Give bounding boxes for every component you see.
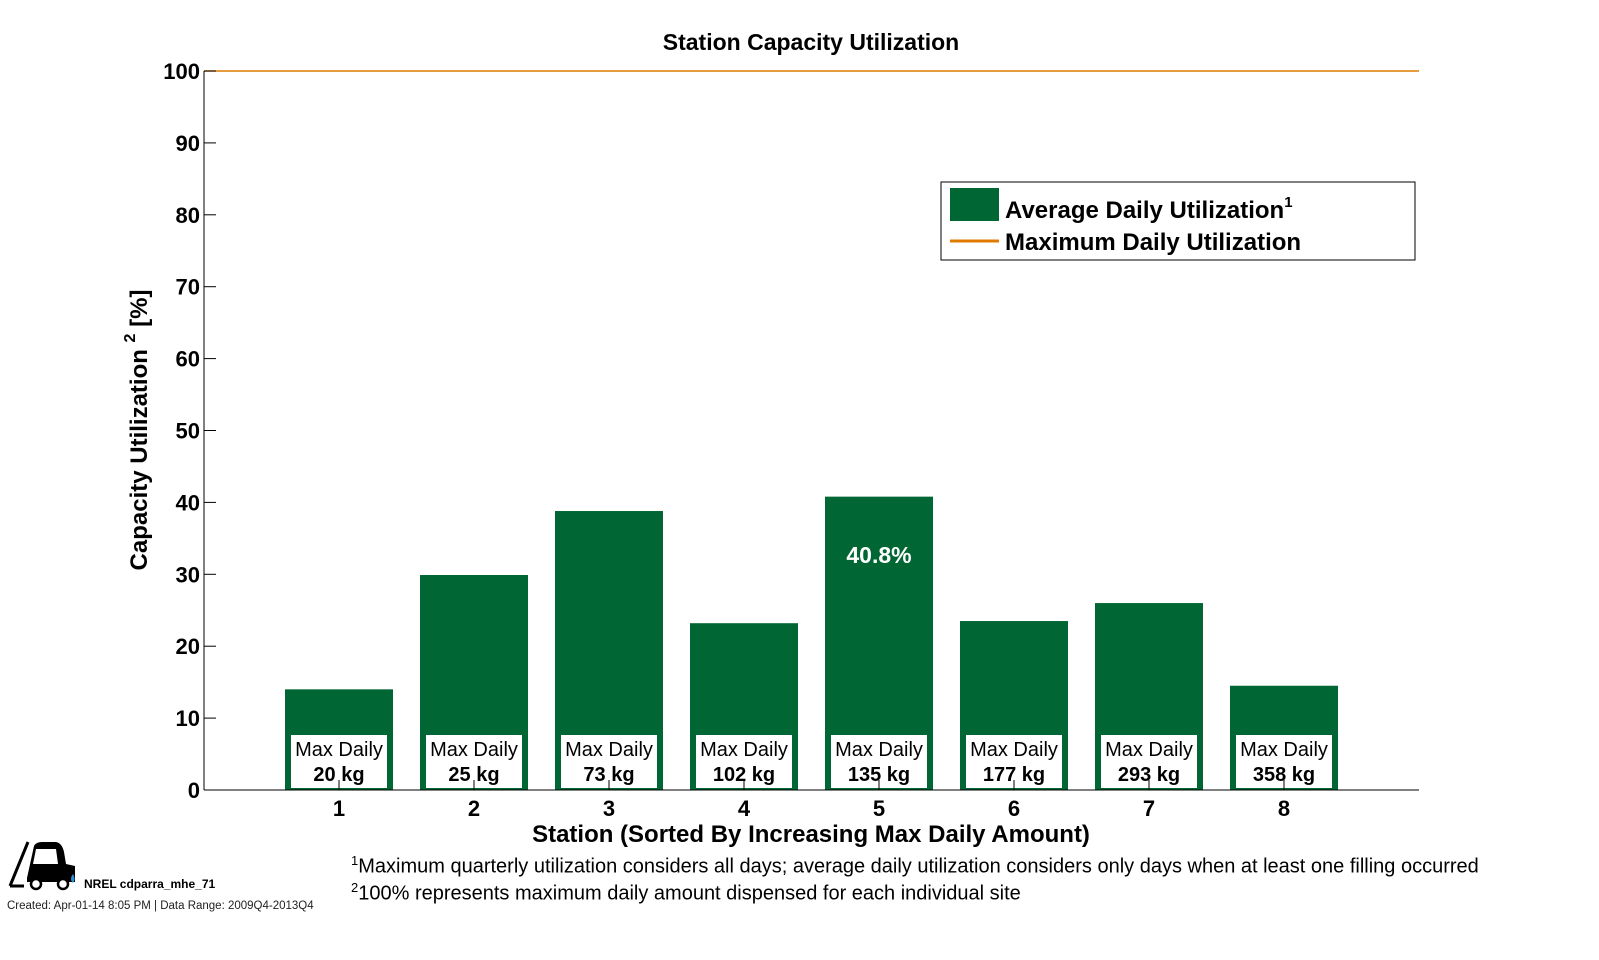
y-axis-label: Capacity Utilization 2 [%] [114,290,153,571]
x-tick-label: 5 [873,796,885,821]
bar-label-box [1236,735,1332,788]
created-info: Created: Apr-01-14 8:05 PM | Data Range:… [7,900,314,912]
bar-label-box [561,735,657,788]
bar-label-line1: Max Daily [700,739,788,761]
legend: Average Daily Utilization1 Maximum Daily… [940,181,1416,261]
x-tick-label: 1 [333,796,345,821]
bar-label-line1: Max Daily [1240,739,1328,761]
bar-label-line2: 358 kg [1253,764,1315,786]
bar-label-box [831,735,927,788]
bar-label-line1: Max Daily [835,739,923,761]
legend-entry-average: Average Daily Utilization1 [1005,194,1293,224]
y-tick-label: 70 [176,275,200,300]
legend-swatch-bar [950,188,999,221]
x-tick-label: 6 [1008,796,1020,821]
bar-label-box [696,735,792,788]
legend-entry-maximum: Maximum Daily Utilization [1005,229,1301,256]
chart-title: Station Capacity Utilization [663,29,959,55]
y-tick-label: 50 [176,419,200,444]
y-tick-label: 30 [176,562,200,587]
x-tick-label: 7 [1143,796,1155,821]
x-tick-label: 4 [738,796,751,821]
y-tick-label: 100 [163,59,200,84]
bar-label-line2: 102 kg [713,764,775,786]
y-tick-label: 10 [176,706,200,731]
forklift-icon [8,841,75,891]
y-tick-label: 0 [188,778,200,803]
bar-label-line1: Max Daily [565,739,653,761]
x-tick-label: 2 [468,796,480,821]
bar-label-line2: 73 kg [583,764,634,786]
bar-label-box [1101,735,1197,788]
bar-label-box [426,735,522,788]
y-tick-label: 20 [176,634,200,659]
y-tick-label: 60 [176,347,200,372]
y-tick-label: 40 [176,490,200,515]
footnote-2: 2100% represents maximum daily amount di… [351,880,1021,905]
y-tick-label: 90 [176,131,200,156]
footnote-1: 1Maximum quarterly utilization considers… [351,853,1479,878]
x-tick-label: 8 [1278,796,1290,821]
bar-label-line2: 177 kg [983,764,1045,786]
bar-label-line2: 25 kg [448,764,499,786]
y-tick-label: 80 [176,203,200,228]
bar-label-line2: 293 kg [1118,764,1180,786]
x-axis-label: Station (Sorted By Increasing Max Daily … [532,821,1090,848]
bar-label-line2: 135 kg [848,764,910,786]
bar-label-box [291,735,387,788]
bar-value-annotation: 40.8% [846,542,911,568]
bar-label-box [966,735,1062,788]
bar-label-line1: Max Daily [430,739,518,761]
bar-label-line2: 20 kg [313,764,364,786]
bar-label-line1: Max Daily [295,739,383,761]
bar-label-line1: Max Daily [1105,739,1193,761]
bar-label-line1: Max Daily [970,739,1058,761]
x-tick-label: 3 [603,796,615,821]
chart-id: NREL cdparra_mhe_71 [84,877,216,891]
